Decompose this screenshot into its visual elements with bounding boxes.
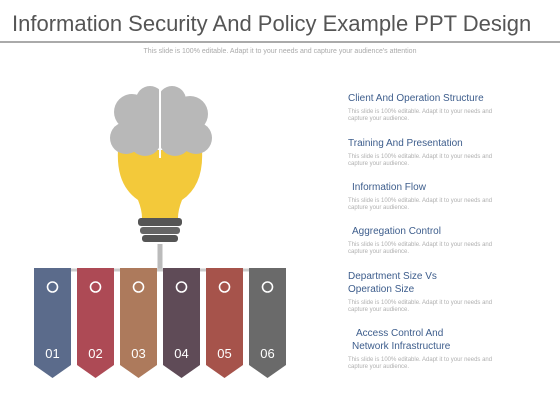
item-label: Client And Operation Structure [348, 93, 484, 104]
banner-number: 02 [88, 346, 102, 361]
banner-icon [89, 281, 102, 293]
item-label: Network Infrastructure [352, 341, 451, 352]
banner-icon [46, 281, 59, 293]
item-body: This slide is 100% editable. Adapt it to… [348, 357, 492, 363]
item-label: Aggregation Control [352, 226, 441, 237]
banner [120, 268, 157, 378]
banner-icon [218, 281, 231, 293]
item-body: capture your audience. [348, 205, 409, 211]
bulb [50, 86, 270, 272]
item-body: This slide is 100% editable. Adapt it to… [348, 300, 492, 306]
item-label: Information Flow [352, 182, 427, 193]
banner [206, 268, 243, 378]
item-body: This slide is 100% editable. Adapt it to… [348, 154, 492, 160]
item-label: Access Control And [356, 328, 443, 339]
banner-number: 04 [174, 346, 188, 361]
item-body: This slide is 100% editable. Adapt it to… [348, 109, 492, 115]
item-label: Training And Presentation [348, 138, 463, 149]
banner-number: 01 [45, 346, 59, 361]
banner-icon [175, 281, 188, 293]
item-body: This slide is 100% editable. Adapt it to… [348, 242, 492, 248]
item-body: capture your audience. [348, 307, 409, 313]
item-body: capture your audience. [348, 364, 409, 370]
banner [77, 268, 114, 378]
banner [249, 268, 286, 378]
item-label: Department Size Vs [348, 271, 437, 282]
item-label: Operation Size [348, 284, 415, 295]
subtitle: This slide is 100% editable. Adapt it to… [144, 48, 417, 55]
title: Information Security And Policy Example … [12, 11, 531, 36]
banner [34, 268, 71, 378]
banner-number: 05 [217, 346, 231, 361]
item-body: capture your audience. [348, 249, 409, 255]
banner [163, 268, 200, 378]
banner-number: 03 [131, 346, 145, 361]
item-body: This slide is 100% editable. Adapt it to… [348, 198, 492, 204]
item-body: capture your audience. [348, 161, 409, 167]
banner-icon [261, 281, 274, 293]
item-body: capture your audience. [348, 116, 409, 122]
banner-icon [132, 281, 145, 293]
banner-number: 06 [260, 346, 274, 361]
